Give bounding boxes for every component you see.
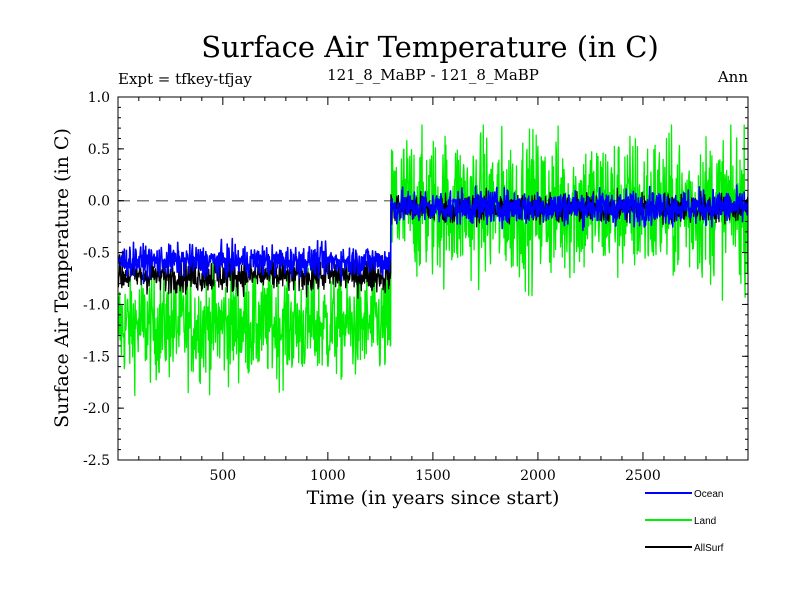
y-tick-label: -2.5 <box>83 453 110 469</box>
y-axis-label: Surface Air Temperature (in C) <box>51 128 73 428</box>
x-tick-label: 2500 <box>625 468 661 484</box>
x-axis-label: Time (in years since start) <box>307 487 560 509</box>
x-tick-label: 1000 <box>310 468 346 484</box>
x-tick-label: 1500 <box>415 468 451 484</box>
comparison-label: 121_8_MaBP - 121_8_MaBP <box>327 66 539 84</box>
y-tick-label: -1.0 <box>83 297 110 313</box>
legend: Ocean Land AllSurf <box>645 489 724 554</box>
y-tick-label: -0.5 <box>83 246 110 262</box>
legend-label-land: Land <box>694 516 716 527</box>
experiment-label: Expt = tfkey-tfjay <box>118 70 252 88</box>
y-tick-label: 0.0 <box>88 194 110 210</box>
x-tick-label: 500 <box>209 468 236 484</box>
x-axis: 500 1000 1500 2000 2500 <box>138 97 728 484</box>
x-tick-label: 2000 <box>520 468 556 484</box>
legend-label-allsurf: AllSurf <box>694 543 724 554</box>
chart-title: Surface Air Temperature (in C) <box>201 30 659 64</box>
series-line-ocean <box>118 184 748 285</box>
legend-label-ocean: Ocean <box>694 489 723 500</box>
y-tick-label: -1.5 <box>83 349 110 365</box>
y-tick-label: -2.0 <box>83 401 110 417</box>
plot-area <box>118 124 748 397</box>
series-layer <box>118 124 748 397</box>
y-tick-label: 1.0 <box>88 90 110 106</box>
series-line-land <box>118 124 748 397</box>
y-tick-label: 0.5 <box>88 142 110 158</box>
period-label: Ann <box>717 68 748 86</box>
y-axis: -2.5 -2.0 -1.5 -1.0 -0.5 0.0 0.5 1.0 <box>83 90 748 469</box>
